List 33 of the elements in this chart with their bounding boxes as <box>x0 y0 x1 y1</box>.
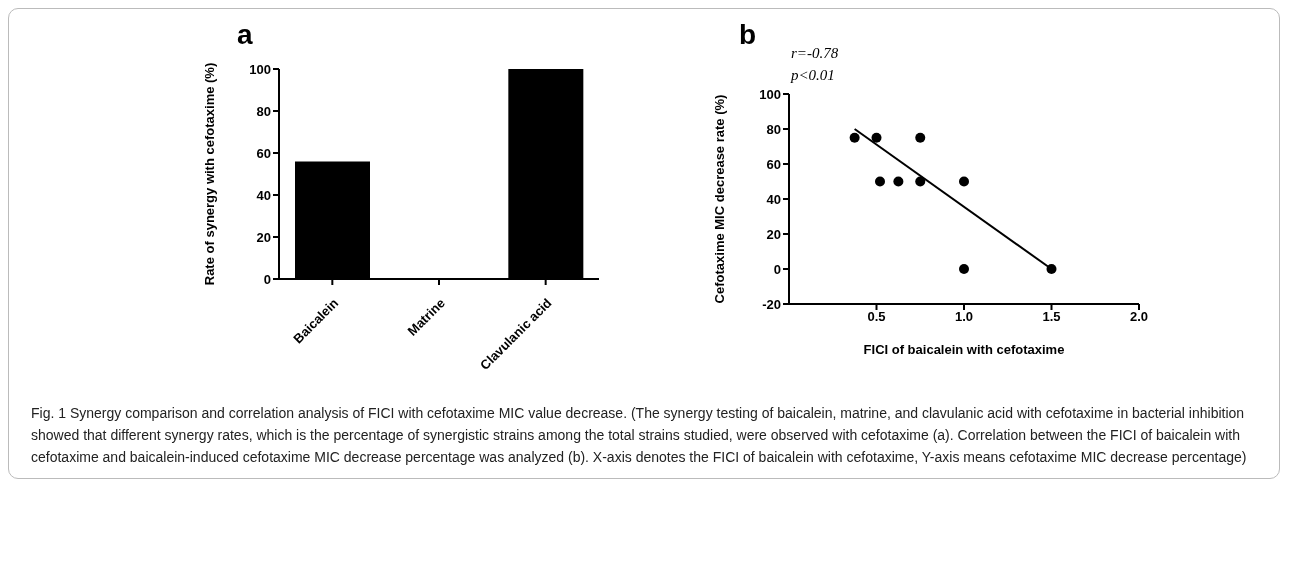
point <box>959 176 969 187</box>
y-tick-label: 60 <box>766 156 781 172</box>
y-tick-label: 40 <box>766 191 781 207</box>
chart-title: b <box>739 19 757 51</box>
x-tick-label: 1.0 <box>954 309 974 325</box>
point <box>849 132 860 143</box>
y-tick-label: 80 <box>256 103 271 119</box>
chart-title: a <box>237 19 253 51</box>
y-tick-label: 0 <box>263 271 271 287</box>
caption: Fig. 1 Synergy comparison and correlation analysis of FICI with cefotaxime MIC value decrease. (The synergy testing of baicalein, matrine, and clavulanic acid with cefotaxime in bacterial inhibition showed that different synergy rates, which is the percentage of synergistic strains among the total strains studied, were observed with cefotaxime (a). Correlation between the FICI of baicalein with cefotaxime and baicalein-induced cefotaxime MIC decrease percentage was analyzed (b). X-axis denotes the FICI of baicalein with cefotaxime, Y-axis means cefotaxime MIC decrease percentage) <box>31 404 1248 467</box>
y-tick-label: 100 <box>759 86 781 102</box>
y-tick-label: 20 <box>256 229 271 245</box>
x-tick-label: 2.0 <box>1129 309 1149 325</box>
x-tick-label: 0.5 <box>867 309 886 325</box>
point <box>959 264 969 274</box>
point <box>893 176 904 187</box>
text: r=-0.78 <box>791 45 839 62</box>
x-tick-label: 1.5 <box>1042 309 1061 325</box>
text: p<0.01 <box>791 67 835 84</box>
x-axis-title: FICI of baicalein with cefotaxime <box>863 342 1065 357</box>
y-axis-title: Rate of synergy with cefotaxime (%) <box>201 62 217 286</box>
y-tick-label: 0 <box>773 261 781 277</box>
y-tick-label: 100 <box>249 61 271 77</box>
point <box>915 132 926 143</box>
y-axis-title: Cefotaxime MIC decrease rate (%) <box>711 94 727 304</box>
point <box>875 176 885 187</box>
point <box>871 132 882 143</box>
y-tick-label: 60 <box>256 145 271 161</box>
point <box>915 176 926 187</box>
y-tick-label: 20 <box>766 226 781 242</box>
y-tick-label: -20 <box>762 296 781 312</box>
y-tick-label: 40 <box>256 187 271 203</box>
y-tick-label: 80 <box>766 121 781 137</box>
